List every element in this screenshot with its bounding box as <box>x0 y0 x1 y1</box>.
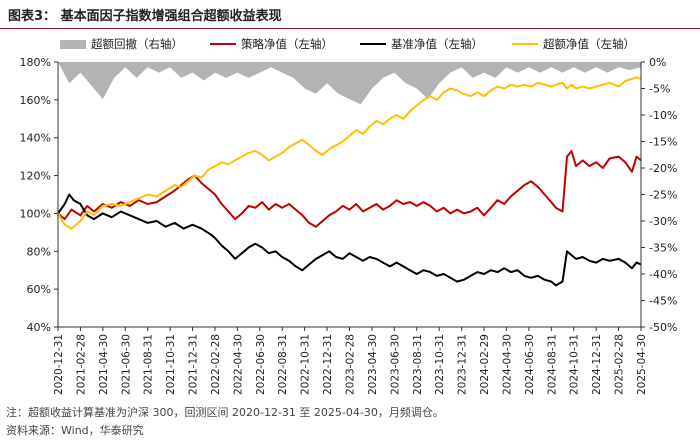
y-right-tick-label: -15% <box>649 136 677 149</box>
legend-label-benchmark: 基准净值（左轴） <box>391 37 483 51</box>
legend-swatch-benchmark <box>360 43 386 45</box>
y-left-tick-label: 40% <box>27 321 51 334</box>
x-tick-label: 2022-06-30 <box>255 334 267 395</box>
x-tick-label: 2021-08-31 <box>143 334 155 395</box>
series-line-strategy <box>57 150 642 228</box>
x-tick-label: 2022-12-31 <box>322 334 334 395</box>
y-right-tick-label: -10% <box>649 109 677 122</box>
x-tick-label: 2021-10-31 <box>165 334 177 395</box>
legend-item-benchmark: 基准净值（左轴） <box>360 36 483 52</box>
x-tick-label: 2022-04-30 <box>232 334 244 395</box>
legend-item-drawdown: 超额回撤（右轴） <box>60 36 183 52</box>
figure-note: 注：超额收益计算基准为沪深 300，回测区间 2020-12-31 至 2025… <box>6 406 444 419</box>
y-right-tick-label: -5% <box>649 83 670 96</box>
legend-label-drawdown: 超额回撤（右轴） <box>91 37 183 51</box>
legend-label-excess: 超额净值（左轴） <box>543 37 635 51</box>
y-right-tick-label: -40% <box>649 268 677 281</box>
series-line-benchmark <box>57 193 642 287</box>
x-tick-label: 2024-06-30 <box>524 334 536 395</box>
series-area-drawdown <box>58 62 641 105</box>
x-tick-label: 2022-08-31 <box>277 334 289 395</box>
y-right-tick-label: -45% <box>649 295 677 308</box>
x-tick-label: 2021-06-30 <box>120 334 132 395</box>
x-tick-label: 2021-04-30 <box>98 334 110 395</box>
x-tick-label: 2024-10-31 <box>569 334 581 395</box>
series-line-excess <box>57 76 642 230</box>
x-tick-label: 2021-02-28 <box>75 334 87 395</box>
y-right-tick-label: -25% <box>649 189 677 202</box>
y-left-tick-label: 100% <box>20 207 51 220</box>
legend-swatch-strategy <box>210 43 236 45</box>
x-tick-label: 2024-04-30 <box>501 334 513 395</box>
legend-item-excess: 超额净值（左轴） <box>512 36 635 52</box>
chart-legend: 超额回撤（右轴） 策略净值（左轴） 基准净值（左轴） 超额净值（左轴） <box>60 36 680 56</box>
y-left-tick-label: 60% <box>27 283 51 296</box>
y-left-tick-label: 180% <box>20 56 51 69</box>
x-tick-label: 2023-12-31 <box>457 334 469 395</box>
x-tick-label: 2023-10-31 <box>434 334 446 395</box>
figure-title: 图表3： 基本面因子指数增强组合超额收益表现 <box>8 9 282 24</box>
y-right-tick-label: -50% <box>649 321 677 334</box>
x-tick-label: 2022-02-28 <box>210 334 222 395</box>
y-right-tick-label: 0% <box>649 56 666 69</box>
x-tick-label: 2023-08-31 <box>412 334 424 395</box>
y-left-tick-label: 140% <box>20 132 51 145</box>
legend-swatch-drawdown <box>60 39 86 49</box>
x-tick-label: 2023-06-30 <box>389 334 401 395</box>
x-tick-label: 2023-04-30 <box>367 334 379 395</box>
x-tick-label: 2024-08-31 <box>546 334 558 395</box>
figure-source: 资料来源：Wind，华泰研究 <box>6 424 144 437</box>
x-tick-label: 2025-02-28 <box>614 334 626 395</box>
x-tick-label: 2022-10-31 <box>300 334 312 395</box>
legend-swatch-excess <box>512 43 538 45</box>
x-tick-label: 2024-02-29 <box>479 334 491 395</box>
y-left-tick-label: 80% <box>27 245 51 258</box>
y-left-tick-label: 160% <box>20 94 51 107</box>
figure-header: 图表3： 基本面因子指数增强组合超额收益表现 <box>0 0 700 29</box>
y-left-tick-label: 120% <box>20 170 51 183</box>
legend-item-strategy: 策略净值（左轴） <box>210 36 333 52</box>
y-right-tick-label: -20% <box>649 162 677 175</box>
x-tick-label: 2024-12-31 <box>591 334 603 395</box>
x-tick-label: 2021-12-31 <box>188 334 200 395</box>
x-tick-label: 2020-12-31 <box>53 334 65 395</box>
y-right-tick-label: -35% <box>649 242 677 255</box>
legend-label-strategy: 策略净值（左轴） <box>241 37 333 51</box>
x-tick-label: 2023-02-28 <box>345 334 357 395</box>
x-tick-label: 2025-04-30 <box>636 334 648 395</box>
y-right-tick-label: -30% <box>649 215 677 228</box>
